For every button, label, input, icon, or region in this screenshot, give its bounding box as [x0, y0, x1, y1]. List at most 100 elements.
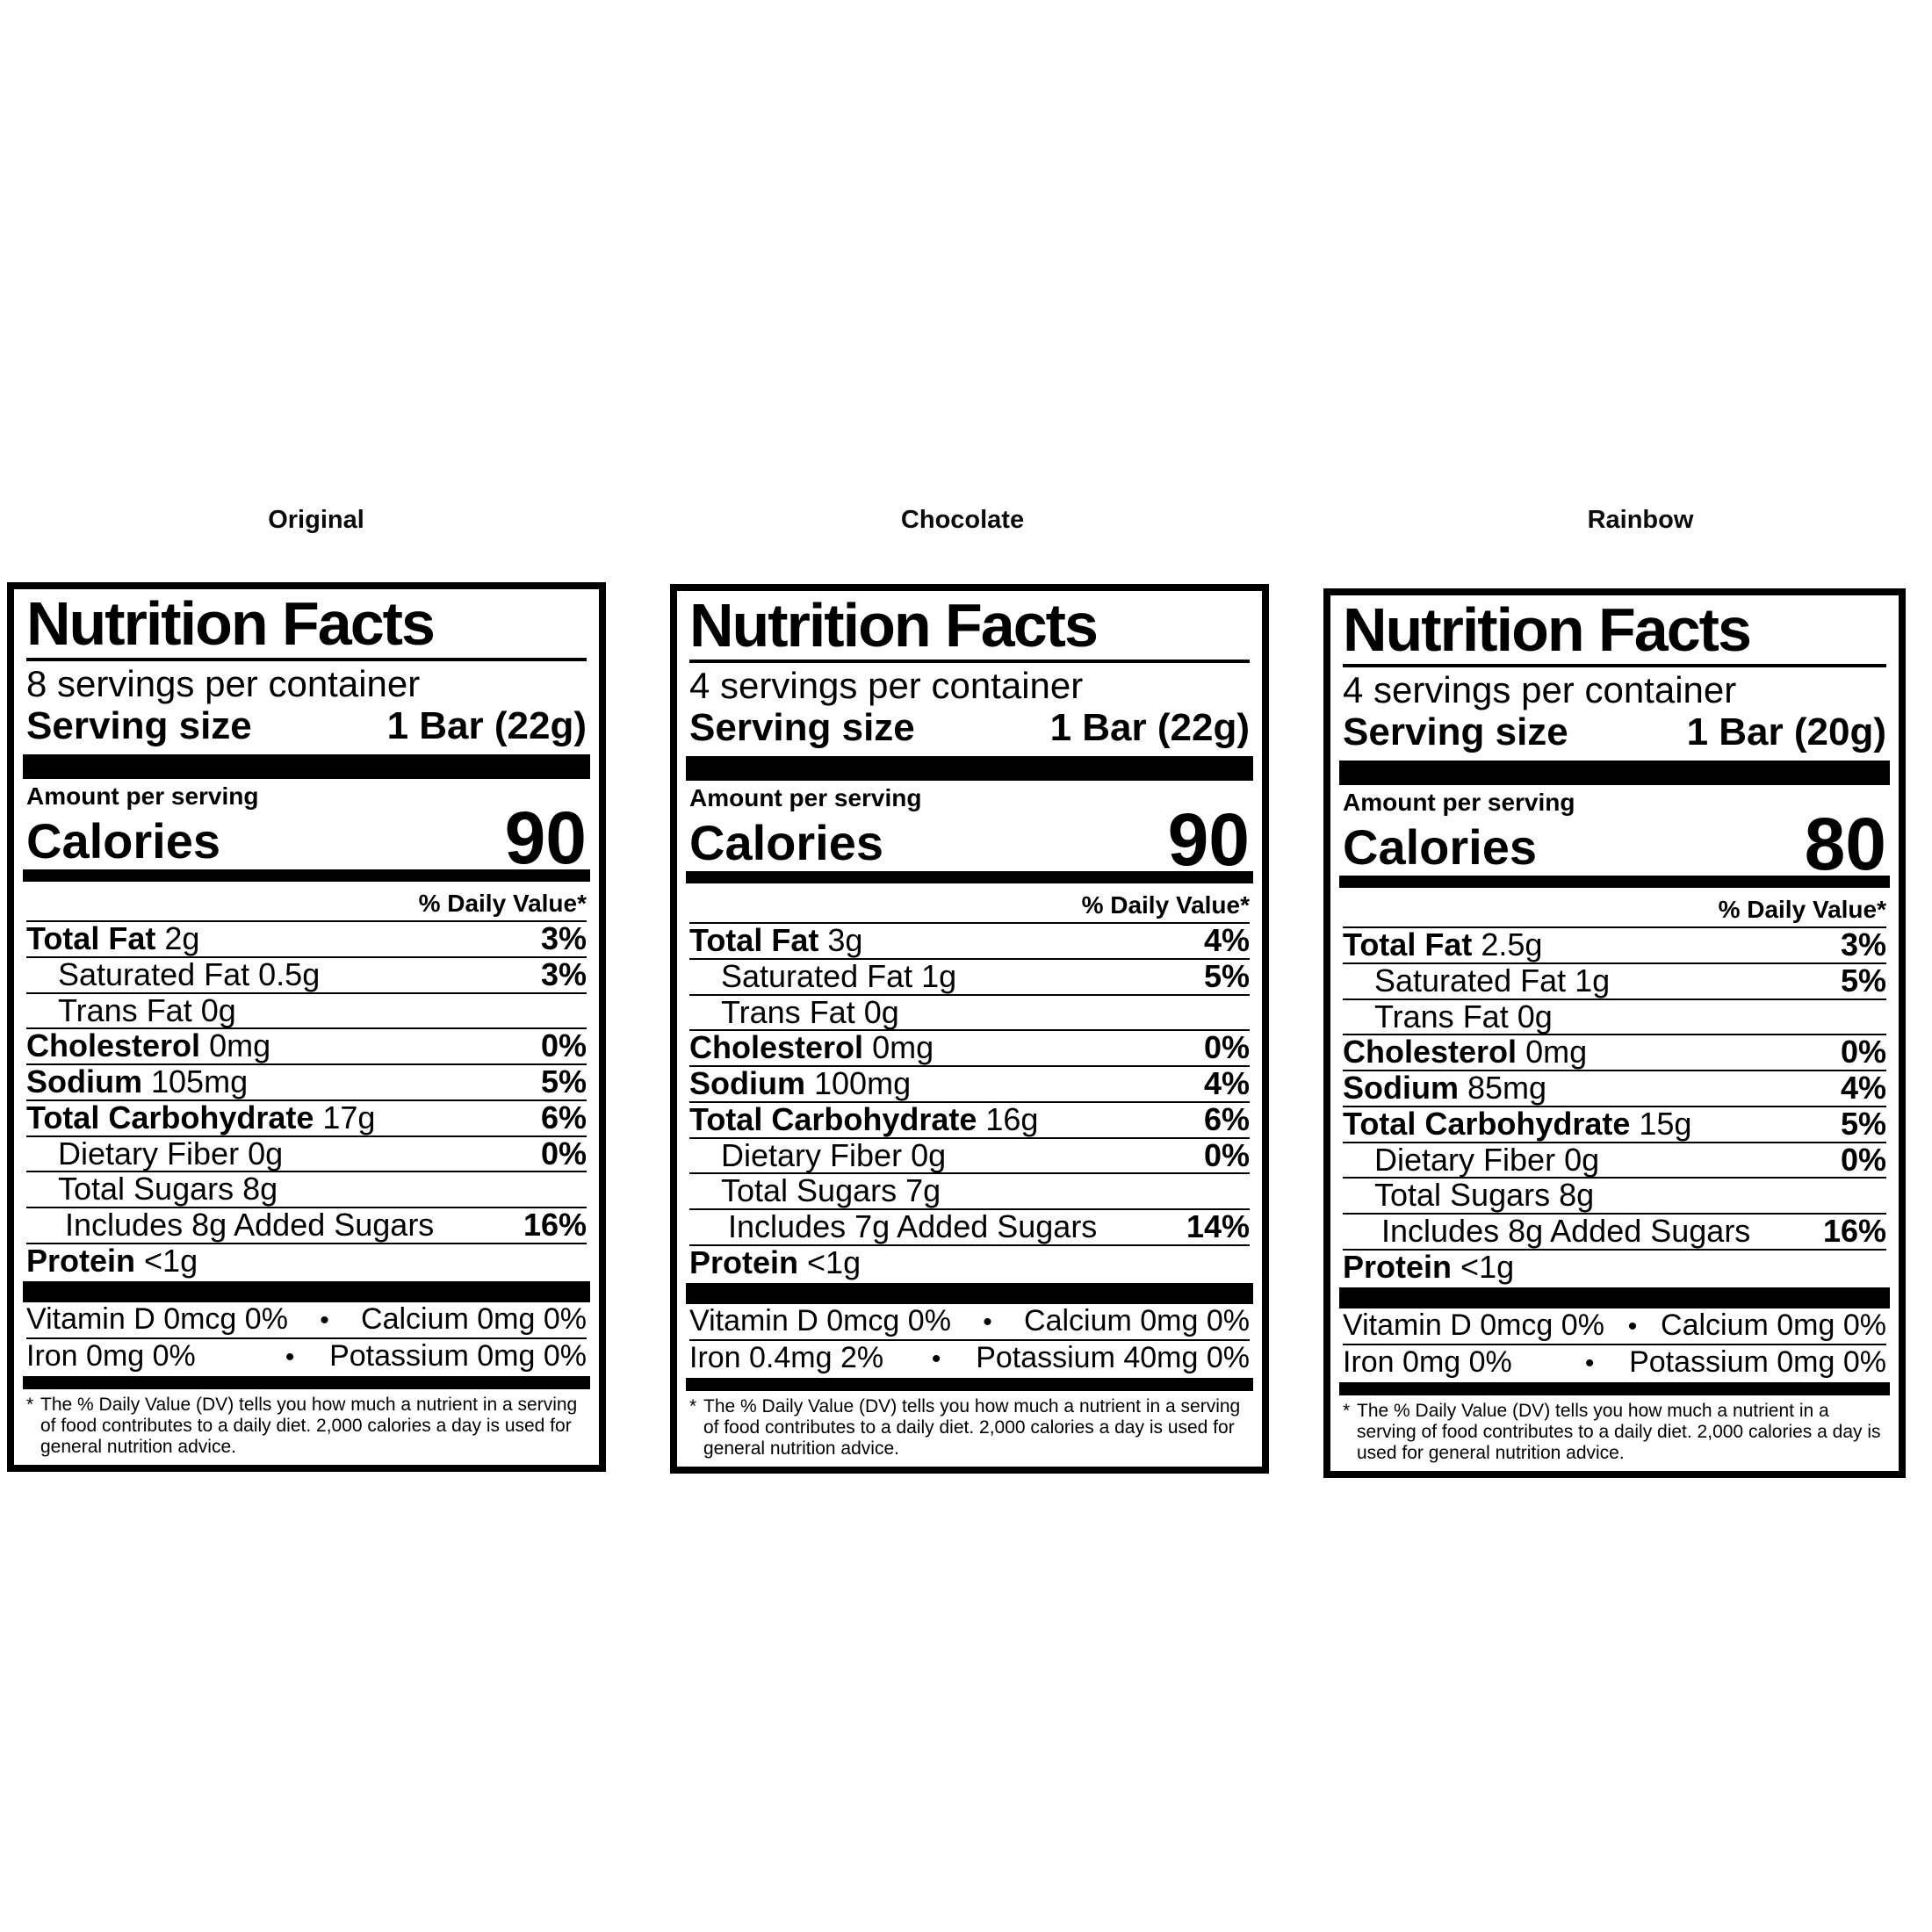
calories-row: Calories 80: [1343, 807, 1886, 881]
footnote: * The % Daily Value (DV) tells you how m…: [689, 1396, 1250, 1460]
nutrient-amount: 1g: [921, 957, 957, 994]
nutrient-name: Total Fat: [689, 922, 819, 959]
micro-right: Calcium 0mg 0%: [1661, 1308, 1886, 1343]
nutrient-name: Total Fat: [1343, 926, 1473, 963]
serving-size-label: Serving size: [1343, 710, 1568, 754]
footnote-text: The % Daily Value (DV) tells you how muc…: [703, 1395, 1241, 1459]
nutrient-dv: 5%: [1840, 962, 1886, 998]
nutrient-amount: <1g: [144, 1242, 198, 1279]
nutrient-amount: 0g: [200, 991, 236, 1028]
calories-value: 90: [1167, 798, 1250, 882]
small-divider: [1339, 1381, 1890, 1395]
nutrient-amount: 0g: [863, 993, 899, 1030]
amount-per-serving-label: Amount per serving: [689, 783, 922, 811]
serving-size-row: Serving size 1 Bar (22g): [689, 707, 1250, 749]
nutrient-dv: 0%: [540, 1135, 587, 1171]
nutrient-amount: <1g: [1460, 1248, 1515, 1285]
nutrient-dv: 0%: [1203, 1136, 1250, 1173]
nutrient-name: Includes 8g Added Sugars: [65, 1207, 435, 1244]
nutrient-row-total-carbohydrate: Total Carbohydrate 15g 5%: [1343, 1105, 1886, 1142]
nutrient-row-sodium: Sodium 85mg 4%: [1343, 1070, 1886, 1106]
nutrient-name: Total Carbohydrate: [689, 1100, 977, 1137]
footnote-marker: *: [1343, 1400, 1351, 1421]
nutrient-amount: 3g: [827, 922, 863, 959]
servings-per-container: 8 servings per container: [26, 662, 421, 704]
variant-title-original: Original: [268, 506, 364, 534]
thick-divider: [1339, 760, 1890, 785]
nutrient-amount: 0g: [1517, 998, 1553, 1034]
nutrient-amount: 0mg: [872, 1029, 934, 1066]
thick-divider: [23, 753, 590, 779]
amount-per-serving-label: Amount per serving: [26, 782, 259, 810]
serving-size-value: 1 Bar (22g): [386, 704, 587, 748]
nutrient-row-total-fat: Total Fat 3g 4%: [689, 922, 1250, 958]
footnote-text: The % Daily Value (DV) tells you how muc…: [1357, 1400, 1881, 1463]
micronutrient-row-1: Vitamin D 0mcg 0% • Calcium 0mg 0%: [1343, 1308, 1886, 1344]
nutrient-dv: 5%: [1203, 957, 1250, 994]
footnote: * The % Daily Value (DV) tells you how m…: [26, 1395, 587, 1458]
nutrient-amount: 105mg: [151, 1063, 249, 1100]
calories-row: Calories 90: [26, 797, 587, 880]
nutrient-name: Total Carbohydrate: [1343, 1105, 1631, 1142]
nutrient-name: Trans Fat: [1374, 998, 1509, 1034]
nutrient-amount: 8g: [1559, 1177, 1595, 1214]
nutrient-amount: 0g: [911, 1136, 947, 1173]
nutrient-name: Dietary Fiber: [721, 1136, 903, 1173]
micro-left: Vitamin D 0mcg 0%: [689, 1304, 951, 1338]
serving-size-value: 1 Bar (20g): [1686, 710, 1886, 754]
nutrient-row-dietary-fiber: Dietary Fiber 0g 0%: [689, 1136, 1250, 1173]
nutrient-dv: 4%: [1840, 1070, 1886, 1107]
bullet-separator: •: [983, 1308, 992, 1337]
micronutrient-row-2: Iron 0.4mg 2% • Potassium 40mg 0%: [689, 1339, 1250, 1376]
variant-title-chocolate: Chocolate: [900, 506, 1025, 534]
medium-divider: [686, 871, 1253, 884]
nutrient-dv: 6%: [540, 1099, 587, 1135]
nutrition-label-rainbow: Nutrition Facts 4 servings per container…: [1323, 588, 1906, 1478]
nutrition-facts-title: Nutrition Facts: [689, 595, 1250, 663]
micro-left: Vitamin D 0mcg 0%: [1343, 1308, 1604, 1343]
nutrient-row-total-sugars: Total Sugars 8g: [26, 1171, 587, 1207]
nutrient-name: Total Fat: [26, 920, 156, 957]
nutrient-row-saturated-fat: Saturated Fat 1g 5%: [1343, 962, 1886, 998]
servings-per-container: 4 servings per container: [689, 664, 1084, 706]
variant-title-rainbow: Rainbow: [1587, 506, 1694, 534]
nutrient-dv: 5%: [1840, 1105, 1886, 1142]
footnote-marker: *: [26, 1394, 34, 1415]
nutrient-amount: 7g: [905, 1172, 941, 1209]
nutrient-amount: 100mg: [814, 1065, 912, 1102]
nutrient-dv: 0%: [1840, 1141, 1886, 1178]
serving-size-label: Serving size: [689, 706, 915, 750]
nutrient-row-saturated-fat: Saturated Fat 1g 5%: [689, 957, 1250, 994]
small-divider: [23, 1375, 590, 1389]
nutrient-row-trans-fat: Trans Fat 0g: [1343, 998, 1886, 1034]
nutrient-amount: 17g: [322, 1099, 376, 1135]
nutrient-name: Cholesterol: [1343, 1034, 1517, 1071]
nutrient-name: Sodium: [26, 1063, 142, 1100]
nutrient-row-dietary-fiber: Dietary Fiber 0g 0%: [1343, 1141, 1886, 1178]
nutrient-amount: <1g: [807, 1244, 861, 1280]
calories-value: 90: [504, 797, 587, 880]
thick-divider: [686, 755, 1253, 781]
nutrient-name: Sodium: [1343, 1070, 1459, 1107]
nutrient-name: Total Carbohydrate: [26, 1099, 314, 1135]
thick-divider: [1339, 1287, 1890, 1309]
nutrient-row-total-carbohydrate: Total Carbohydrate 16g 6%: [689, 1100, 1250, 1137]
calories-label: Calories: [26, 813, 220, 869]
nutrient-dv: 6%: [1203, 1100, 1250, 1137]
nutrient-name: Dietary Fiber: [1374, 1141, 1556, 1178]
nutrient-name: Protein: [26, 1242, 136, 1279]
nutrient-row-added-sugars: Includes 7g Added Sugars 14%: [689, 1208, 1250, 1244]
amount-per-serving-label: Amount per serving: [1343, 788, 1575, 816]
daily-value-header: % Daily Value*: [1081, 891, 1250, 919]
nutrient-name: Includes 7g Added Sugars: [728, 1208, 1098, 1245]
serving-size-label: Serving size: [26, 704, 252, 748]
nutrient-row-cholesterol: Cholesterol 0mg 0%: [1343, 1034, 1886, 1070]
nutrient-amount: 0mg: [1525, 1034, 1588, 1071]
nutrient-row-added-sugars: Includes 8g Added Sugars 16%: [26, 1207, 587, 1243]
bullet-separator: •: [1584, 1349, 1595, 1379]
micro-right: Potassium 40mg 0%: [976, 1341, 1250, 1375]
nutrient-row-cholesterol: Cholesterol 0mg 0%: [26, 1027, 587, 1063]
micronutrient-row-1: Vitamin D 0mcg 0% • Calcium 0mg 0%: [689, 1304, 1250, 1339]
thick-divider: [686, 1283, 1253, 1305]
nutrient-dv: 0%: [1203, 1029, 1250, 1066]
